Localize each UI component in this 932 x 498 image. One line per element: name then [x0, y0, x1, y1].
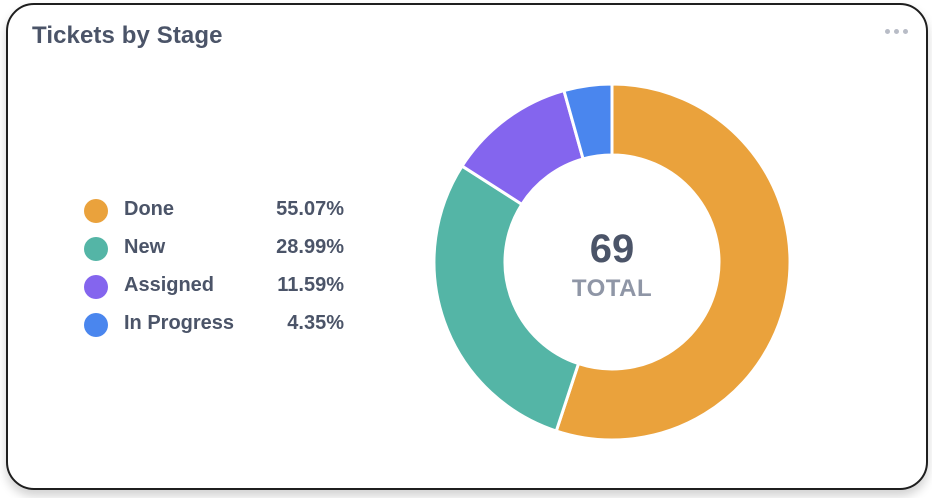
donut-slice-done[interactable]	[554, 82, 792, 442]
legend-item-new[interactable]: New 28.99%	[84, 233, 344, 271]
legend-value: 28.99%	[276, 236, 344, 258]
legend-swatch	[84, 237, 108, 261]
donut-slice-in-progress[interactable]	[562, 82, 614, 161]
legend-label: Assigned	[124, 274, 215, 296]
legend-label: In Progress	[124, 312, 235, 334]
chart-legend: Done 55.07% New 28.99% Assigned 11.59% I…	[84, 195, 344, 347]
legend-value: 11.59%	[277, 274, 344, 296]
center-total-value: 69	[590, 227, 635, 271]
dot	[894, 29, 899, 34]
legend-value: 55.07%	[276, 198, 344, 220]
legend-value: 4.35%	[287, 312, 344, 334]
legend-swatch	[84, 275, 108, 299]
legend-swatch	[84, 313, 108, 337]
donut-slices	[432, 82, 792, 442]
dot	[885, 29, 890, 34]
center-total-label: TOTAL	[572, 275, 652, 302]
legend-item-assigned[interactable]: Assigned 11.59%	[84, 271, 344, 309]
more-options-icon[interactable]	[885, 29, 908, 34]
legend-label: New	[124, 236, 166, 258]
legend-item-done[interactable]: Done 55.07%	[84, 195, 344, 233]
card-title: Tickets by Stage	[32, 22, 223, 49]
legend-label: Done	[124, 198, 174, 220]
dot	[903, 29, 908, 34]
legend-swatch	[84, 199, 108, 223]
donut-slice-new[interactable]	[432, 163, 581, 433]
legend-item-in-progress[interactable]: In Progress 4.35%	[84, 309, 344, 347]
